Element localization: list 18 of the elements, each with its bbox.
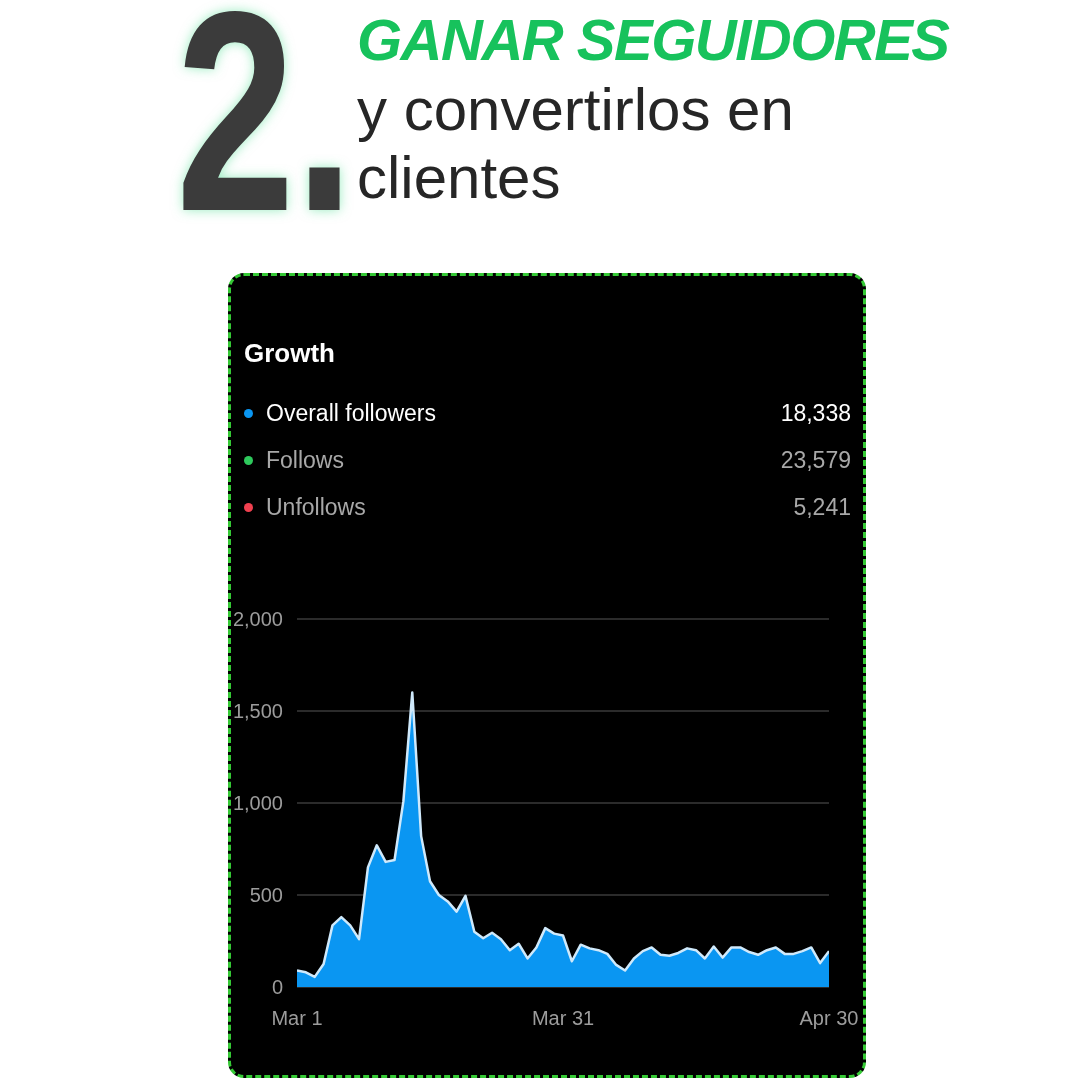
y-tick-label: 500 — [249, 884, 283, 907]
text: 23,579 — [780, 447, 851, 474]
text: 2. — [176, 0, 355, 270]
legend-label: Unfollows — [266, 494, 366, 521]
chart-title: GANAR SEGUIDORES — [357, 7, 949, 72]
text: 18,338 — [780, 400, 851, 427]
x-tick-label: Apr 30 — [799, 1007, 859, 1030]
y-tick-label: 0 — [271, 976, 283, 999]
text: 5,241 — [793, 494, 851, 521]
legend-label: Follows — [266, 447, 344, 474]
legend-title: Growth — [244, 338, 335, 369]
legend-label: Overall followers — [266, 400, 436, 427]
y-tick-label: 1,000 — [232, 792, 283, 815]
x-tick-label: Mar 1 — [271, 1007, 323, 1030]
x-tick-label: Mar 31 — [531, 1007, 595, 1030]
y-tick-label: 1,500 — [232, 700, 283, 723]
chart-subtitle: y convertirlos en clientes — [357, 76, 795, 212]
y-tick-label: 2,000 — [232, 608, 283, 631]
